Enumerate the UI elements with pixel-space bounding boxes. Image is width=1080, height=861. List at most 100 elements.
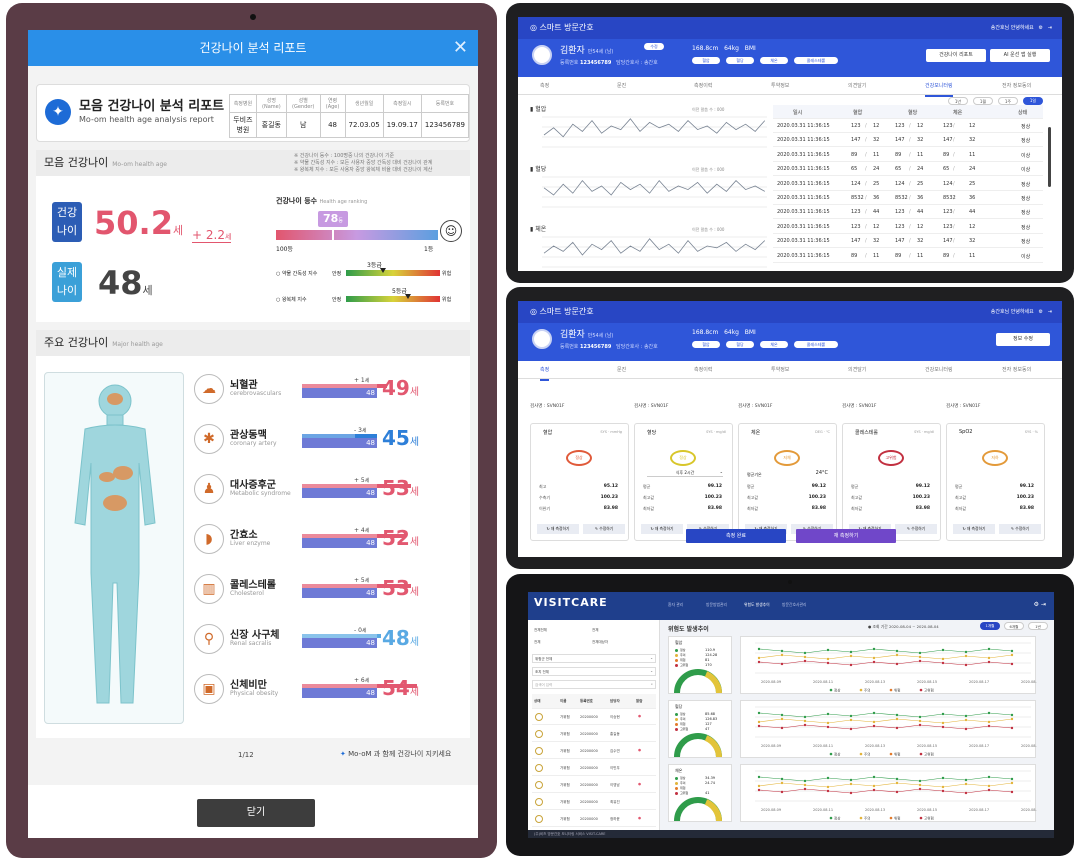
chart-title: ▮ 혈당 [530,165,547,173]
tab-6[interactable]: 전자 정보동의 [1002,83,1032,89]
table-cell: 44 [873,209,880,216]
gear-icon[interactable]: ⚙ [1033,601,1040,608]
status-face-icon [535,781,543,789]
measure-done-button[interactable]: 측정 완료 [686,529,786,543]
pill-glucose[interactable]: 혈당 [726,57,754,64]
x-tick-label: 2020.08.15 [917,744,937,748]
x-tick-label: 2020.08.19 [1021,808,1037,812]
pill-temp[interactable]: 체온 [760,341,788,348]
search-input[interactable]: 검색어 입력 ⌕ [532,680,656,689]
report-button[interactable]: 건강나이 리포트 [926,49,986,62]
tab-0[interactable]: 측정 [540,83,550,89]
table-cell: 123 [851,223,861,230]
tab-4[interactable]: 의견달기 [848,367,867,373]
nav-item-2[interactable]: 위험도 발생추이 [744,602,770,607]
trend-svg: 2020.08.09 2020.08.11 2020.08.13 2020.08.15… [755,770,1041,821]
remeasure-button[interactable]: ↻ 재 측정하기 [537,524,579,534]
table-cell: 2020.03.31 11:36:15 [777,209,830,216]
pill-temp[interactable]: 체온 [760,57,788,64]
organ-row: ✱ 관상동맥 coronary artery 48 - 3세 45세 [194,422,454,464]
manual-edit-button[interactable]: ✎ 수정하기 [999,524,1041,534]
edit-tag[interactable]: 수정 [644,43,664,50]
table-cell: 2020.03.31 11:36:15 [777,137,830,144]
brain-icon: ☁ [194,374,224,404]
remeasure-all-button[interactable]: 재 측정하기 [796,529,896,543]
logout-icon[interactable]: ⇥ [1047,309,1052,315]
remeasure-button[interactable]: ↻ 재 측정하기 [953,524,995,534]
table-row[interactable]: 가위험 20200000 홍길동 [532,727,656,742]
table-row[interactable]: 가위험 20200000 이영남 ● [532,778,656,793]
period-2[interactable]: 1주 [998,97,1018,105]
legend-label: 주의 [864,816,870,821]
table-row[interactable]: 가위험 20200000 이승현 ● [532,710,656,725]
refresh-icon: ↻ [858,526,862,531]
close-button[interactable]: 닫기 [197,799,315,827]
table-cell: 정상 [1021,138,1031,145]
table-row[interactable]: 가위험 20200000 정하윤 ● [532,812,656,827]
organ-en: Renal sacralis [230,640,272,647]
pill-bp[interactable]: 혈압 [692,57,720,64]
kidney-icon: ⚲ [194,624,224,654]
gear-icon[interactable]: ⚙ [1038,25,1044,31]
period-btn-0[interactable]: 1개월 [980,622,1000,630]
major-health-age-section: 주요 건강나이 Major health age ☁ 뇌혈 [36,330,470,738]
pill-chol[interactable]: 콜레스테롤 [794,57,838,64]
organ-row: ☁ 뇌혈관 cerebrovasculars 48 + 1세 49세 [194,372,454,414]
logout-icon[interactable]: ⇥ [1040,601,1046,608]
real-age-label: 48 [366,439,375,447]
gear-icon[interactable]: ⚙ [1038,309,1044,315]
nav-item-3[interactable]: 방문간호사관리 [782,602,807,607]
pill-bp[interactable]: 혈압 [692,341,720,348]
patient-info-table: 측정병원 성명(Name) 성별(Gender) 연령(Age) 생년월일 측정… [229,94,470,138]
close-icon[interactable]: ✕ [452,37,468,58]
tab-3[interactable]: 투약정보 [771,367,790,373]
table-row[interactable]: 가위험 20200000 김수연 ● [532,744,656,759]
tab-2[interactable]: 측정이력 [694,83,713,89]
nav-item-1[interactable]: 방문방법관리 [706,602,727,607]
card-unit: SYS · mg/dl [914,430,934,434]
edit-info-button[interactable]: 정보 수정 [996,333,1050,346]
period-0[interactable]: 1년 [948,97,968,105]
table-row[interactable]: 가위험 20200000 이민우 [532,761,656,776]
table-row[interactable]: 가위험 20200000 최유진 [532,795,656,810]
pencil-icon: ✎ [803,526,807,531]
pencil-icon: ✎ [906,526,912,531]
tab-1[interactable]: 문진 [617,367,627,373]
separator: / [909,166,911,173]
table-row: 2020.03.31 11:36:15 147 32 147 32 147 32 정상 / / / [773,234,1043,249]
td-date: 19.09.17 [382,112,422,138]
tab-5[interactable]: 건강모니터링 [925,77,953,97]
tab-1[interactable]: 문진 [617,83,627,89]
separator: / [865,238,867,245]
meal-select[interactable]: 식후 2시간 ⌄ [647,469,723,477]
risk-select[interactable]: 위험군 전체 ⌄ [532,654,656,663]
period-3[interactable]: 1일 [1023,97,1043,105]
app-title: 스마트 방문간호 [539,307,594,316]
remeasure-button[interactable]: ↻ 재 측정하기 [641,524,683,534]
tab-0[interactable]: 측정 [540,361,550,381]
table-cell: 8532 [943,195,956,201]
nav-item-0[interactable]: 환자 관리 [668,602,684,607]
tab-5[interactable]: 건강모니터링 [925,367,953,373]
stat-label: 최저값 [747,506,759,511]
action-select[interactable]: 조치 전체 ⌄ [532,667,656,676]
legend-dot [675,718,678,721]
tab-3[interactable]: 투약정보 [771,83,790,89]
gauge-arc [674,669,722,694]
tab-6[interactable]: 전자 정보동의 [1002,367,1032,373]
pill-glucose[interactable]: 혈당 [726,341,754,348]
logout-icon[interactable]: ⇥ [1047,25,1052,31]
legend-dot [675,728,678,731]
app-launch-button[interactable]: AI 운선 앱 실행 [990,49,1050,62]
col-header: 상태 [534,699,541,703]
pill-chol[interactable]: 콜레스테롤 [794,341,838,348]
period-btn-1[interactable]: 6개월 [1004,622,1024,630]
scrollbar[interactable] [1048,127,1051,187]
manual-edit-button[interactable]: ✎ 수정하기 [583,524,625,534]
tab-2[interactable]: 측정이력 [694,367,713,373]
manual-edit-button[interactable]: ✎ 수정하기 [895,524,937,534]
period-btn-2[interactable]: 1년 [1028,622,1048,630]
tab-4[interactable]: 의견달기 [848,83,867,89]
period-1[interactable]: 1월 [973,97,993,105]
camera [250,14,256,20]
